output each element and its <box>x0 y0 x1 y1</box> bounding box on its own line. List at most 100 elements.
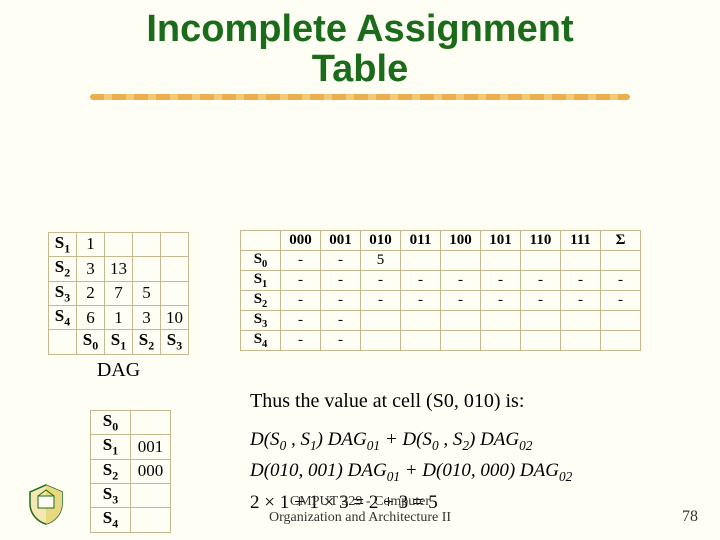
assign-cell <box>601 250 641 270</box>
assign-cell <box>601 310 641 330</box>
assignment-table: 000001010011100101110111ΣS0--5S1--------… <box>240 230 641 351</box>
dag-cell: 7 <box>105 281 133 305</box>
dag-col-header: S3 <box>161 330 189 354</box>
dag-cell <box>161 281 189 305</box>
assign-cell <box>401 310 441 330</box>
dag-cell <box>133 232 161 256</box>
footer-line-1: CMPUT 329 - Computer <box>290 494 430 509</box>
assign-cell <box>561 250 601 270</box>
assign-cell <box>401 330 441 350</box>
assign-cell: - <box>561 270 601 290</box>
assign-col-header: 101 <box>481 230 521 250</box>
dag-row-header: S4 <box>49 305 77 329</box>
dag-cell <box>161 257 189 281</box>
assign-row-header: S1 <box>241 270 281 290</box>
assign-col-header: 001 <box>321 230 361 250</box>
assign-cell: - <box>321 330 361 350</box>
state-row-header: S2 <box>91 459 131 483</box>
assign-cell: - <box>321 270 361 290</box>
dag-table: S11S2313S3275S461310S0S1S2S3 <box>48 232 189 355</box>
assign-row-header: S4 <box>241 330 281 350</box>
assign-cell <box>561 330 601 350</box>
dag-col-header: S1 <box>105 330 133 354</box>
page-number: 78 <box>682 508 698 526</box>
equation-1: D(S0 , S1) DAG01 + D(S0 , S2) DAG02 <box>250 425 572 456</box>
assign-col-header: 111 <box>561 230 601 250</box>
assign-cell <box>441 330 481 350</box>
assign-cell: - <box>321 310 361 330</box>
dag-row-header: S2 <box>49 257 77 281</box>
assign-cell <box>361 310 401 330</box>
assign-cell: - <box>481 270 521 290</box>
dag-cell: 3 <box>77 257 105 281</box>
assign-cell: - <box>561 290 601 310</box>
state-row-header: S0 <box>91 410 131 434</box>
assign-col-header: 110 <box>521 230 561 250</box>
equation-2: D(010, 001) DAG01 + D(010, 000) DAG02 <box>250 456 572 487</box>
title-line-1: Incomplete Assignment <box>0 10 720 50</box>
assign-cell <box>481 310 521 330</box>
dag-row-header: S3 <box>49 281 77 305</box>
dag-cell: 1 <box>77 232 105 256</box>
dag-cell: 1 <box>105 305 133 329</box>
assign-cell <box>521 310 561 330</box>
assign-col-header: 000 <box>281 230 321 250</box>
assign-col-header: 011 <box>401 230 441 250</box>
assign-cell: - <box>361 270 401 290</box>
dag-cell: 10 <box>161 305 189 329</box>
assign-cell: 5 <box>361 250 401 270</box>
dag-cell <box>133 257 161 281</box>
dag-cell: 13 <box>105 257 133 281</box>
dag-col-header: S0 <box>77 330 105 354</box>
assign-cell <box>601 330 641 350</box>
dag-cell: 2 <box>77 281 105 305</box>
assign-cell: - <box>321 250 361 270</box>
state-row-header: S1 <box>91 435 131 459</box>
assign-cell: - <box>481 290 521 310</box>
dag-row-header: S1 <box>49 232 77 256</box>
dag-cell <box>105 232 133 256</box>
dag-cell <box>161 232 189 256</box>
assign-row-header: S2 <box>241 290 281 310</box>
state-cell <box>131 410 171 434</box>
assign-row-header: S0 <box>241 250 281 270</box>
assign-cell: - <box>281 330 321 350</box>
footer: CMPUT 329 - Computer Organization and Ar… <box>0 494 720 526</box>
assign-cell: - <box>521 270 561 290</box>
title-underline <box>90 94 630 100</box>
assign-cell <box>401 250 441 270</box>
assign-cell <box>441 310 481 330</box>
assign-cell: - <box>601 270 641 290</box>
assign-cell: - <box>401 270 441 290</box>
assign-row-header: S3 <box>241 310 281 330</box>
dag-cell: 3 <box>133 305 161 329</box>
state-cell: 000 <box>131 459 171 483</box>
assign-cell <box>441 250 481 270</box>
assign-cell: - <box>441 290 481 310</box>
assign-col-header: Σ <box>601 230 641 250</box>
assign-cell <box>481 330 521 350</box>
dag-cell: 6 <box>77 305 105 329</box>
footer-line-2: Organization and Architecture II <box>269 510 451 525</box>
thus-text: Thus the value at cell (S0, 010) is: <box>250 390 524 413</box>
page-title: Incomplete Assignment Table <box>0 0 720 90</box>
assign-corner <box>241 230 281 250</box>
dag-label: DAG <box>48 359 189 382</box>
assignment-table-region: 000001010011100101110111ΣS0--5S1--------… <box>240 230 641 351</box>
assign-cell: - <box>281 290 321 310</box>
assign-cell: - <box>441 270 481 290</box>
dag-cell: 5 <box>133 281 161 305</box>
assign-cell: - <box>361 290 401 310</box>
dag-table-region: S11S2313S3275S461310S0S1S2S3 DAG <box>48 232 189 382</box>
assign-cell: - <box>601 290 641 310</box>
state-cell: 001 <box>131 435 171 459</box>
dag-col-header: S2 <box>133 330 161 354</box>
assign-col-header: 010 <box>361 230 401 250</box>
assign-cell: - <box>281 270 321 290</box>
assign-cell <box>361 330 401 350</box>
assign-col-header: 100 <box>441 230 481 250</box>
assign-cell: - <box>401 290 441 310</box>
assign-cell <box>561 310 601 330</box>
assign-cell: - <box>521 290 561 310</box>
assign-cell: - <box>321 290 361 310</box>
